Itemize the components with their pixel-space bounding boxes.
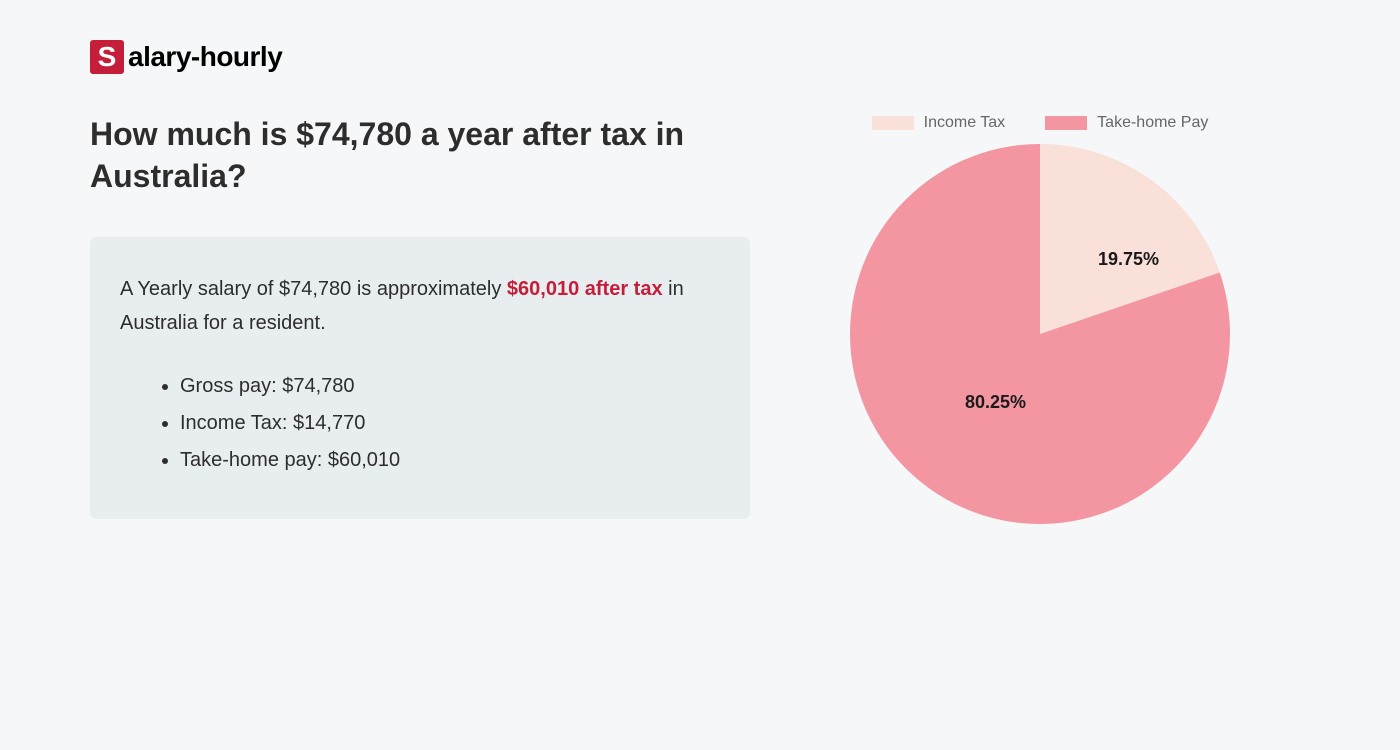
logo-text: alary-hourly — [128, 41, 282, 73]
page-title: How much is $74,780 a year after tax in … — [90, 114, 750, 197]
chart-legend: Income Tax Take-home Pay — [872, 114, 1209, 132]
slice-label-income-tax: 19.75% — [1098, 249, 1159, 270]
breakdown-list: Gross pay: $74,780 Income Tax: $14,770 T… — [120, 368, 720, 479]
summary-highlight: $60,010 after tax — [507, 278, 663, 300]
list-item: Gross pay: $74,780 — [180, 368, 720, 405]
summary-pre: A Yearly salary of $74,780 is approximat… — [120, 278, 507, 300]
pie-svg — [850, 144, 1230, 524]
legend-swatch — [872, 116, 914, 130]
legend-item-take-home: Take-home Pay — [1045, 114, 1208, 132]
list-item: Take-home pay: $60,010 — [180, 442, 720, 479]
legend-label: Take-home Pay — [1097, 114, 1208, 132]
summary-box: A Yearly salary of $74,780 is approximat… — [90, 237, 750, 519]
summary-text: A Yearly salary of $74,780 is approximat… — [120, 272, 720, 340]
pie-chart: 19.75% 80.25% — [850, 144, 1230, 524]
legend-item-income-tax: Income Tax — [872, 114, 1006, 132]
legend-label: Income Tax — [924, 114, 1006, 132]
chart-column: Income Tax Take-home Pay 19.75% 80.25% — [830, 114, 1250, 524]
site-logo: S alary-hourly — [90, 40, 1310, 74]
list-item: Income Tax: $14,770 — [180, 405, 720, 442]
left-column: How much is $74,780 a year after tax in … — [90, 114, 750, 524]
logo-letter-box: S — [90, 40, 124, 74]
slice-label-take-home: 80.25% — [965, 392, 1026, 413]
legend-swatch — [1045, 116, 1087, 130]
